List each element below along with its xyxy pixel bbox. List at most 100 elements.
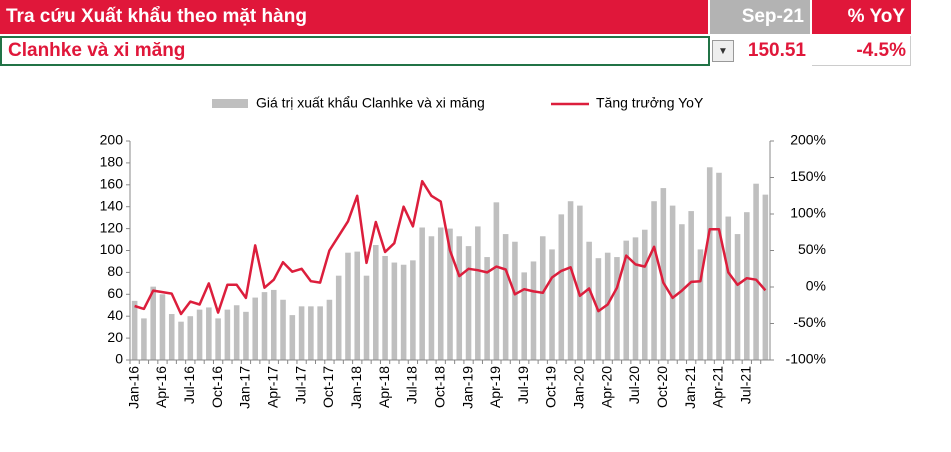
period: Sep-21 bbox=[710, 0, 810, 34]
bar bbox=[539, 236, 546, 360]
x-tick-label: Oct-18 bbox=[431, 366, 447, 408]
bar bbox=[558, 214, 565, 360]
legend-label: Tăng trưởng YoY bbox=[596, 95, 704, 111]
y-tick-label: 120 bbox=[100, 219, 124, 235]
bar bbox=[716, 172, 722, 360]
y-tick-label: 20 bbox=[107, 329, 123, 345]
x-tick-label: Jul-18 bbox=[404, 366, 420, 404]
bar bbox=[697, 249, 704, 360]
bar bbox=[614, 257, 620, 360]
bar bbox=[512, 241, 518, 360]
y-tick-label: 200 bbox=[100, 132, 124, 148]
x-tick-label: Apr-17 bbox=[264, 366, 280, 408]
x-tick-label: Oct-17 bbox=[320, 366, 336, 408]
bar bbox=[660, 188, 667, 360]
bar bbox=[150, 286, 156, 360]
bar bbox=[131, 300, 138, 360]
bar bbox=[280, 299, 286, 360]
bar bbox=[530, 261, 537, 360]
item-select[interactable]: Clanhke và xi măng bbox=[0, 36, 710, 66]
bar bbox=[141, 318, 147, 360]
y-tick-label: 40 bbox=[107, 307, 123, 323]
y2-tick-label: 100% bbox=[790, 205, 826, 221]
x-tick-label: Apr-16 bbox=[153, 366, 169, 408]
bar bbox=[187, 316, 194, 360]
bar bbox=[447, 228, 453, 360]
bar bbox=[289, 315, 296, 360]
bar bbox=[168, 314, 175, 360]
bar bbox=[734, 234, 741, 360]
y-tick-label: 0 bbox=[115, 351, 123, 367]
y-tick-label: 140 bbox=[100, 197, 124, 213]
y2-tick-label: 150% bbox=[790, 168, 826, 184]
bar bbox=[159, 294, 166, 360]
y2-tick-label: 50% bbox=[798, 241, 826, 257]
bar bbox=[382, 255, 388, 360]
x-tick-label: Jan-21 bbox=[682, 366, 698, 409]
bar bbox=[354, 251, 361, 360]
bar bbox=[586, 241, 592, 360]
bar bbox=[577, 205, 583, 360]
x-tick-label: Apr-20 bbox=[598, 366, 614, 408]
bar bbox=[465, 246, 472, 360]
x-tick-label: Jul-16 bbox=[181, 366, 197, 404]
yoy-header: % YoY bbox=[812, 0, 911, 34]
x-tick-label: Jan-18 bbox=[348, 366, 364, 409]
bar bbox=[669, 205, 676, 360]
bar bbox=[308, 306, 314, 360]
x-tick-label: Jan-17 bbox=[237, 366, 253, 409]
bar bbox=[437, 227, 444, 360]
bar bbox=[400, 264, 407, 360]
bar bbox=[326, 299, 333, 360]
bar bbox=[428, 236, 435, 360]
bar bbox=[502, 234, 509, 360]
x-tick-label: Jul-19 bbox=[515, 366, 531, 404]
bar bbox=[298, 306, 305, 360]
y2-tick-label: -100% bbox=[786, 351, 826, 367]
bar bbox=[706, 167, 713, 360]
x-tick-label: Jan-20 bbox=[571, 366, 587, 409]
bar bbox=[762, 194, 769, 360]
y2-tick-label: 0% bbox=[806, 278, 826, 294]
bar bbox=[335, 275, 342, 360]
x-tick-label: Jul-17 bbox=[292, 366, 308, 404]
x-tick-label: Jan-16 bbox=[125, 366, 141, 409]
bar bbox=[215, 318, 221, 360]
dropdown-button[interactable]: ▼ bbox=[712, 40, 734, 62]
bar bbox=[475, 226, 481, 360]
bar bbox=[261, 292, 268, 360]
bar bbox=[317, 306, 323, 360]
bar bbox=[224, 309, 231, 360]
x-tick-label: Oct-16 bbox=[209, 366, 225, 408]
x-tick-label: Jul-20 bbox=[626, 366, 642, 404]
bar bbox=[549, 249, 555, 360]
y-tick-label: 160 bbox=[100, 176, 124, 192]
bar bbox=[410, 260, 416, 360]
bar bbox=[623, 240, 630, 360]
legend-label: Giá trị xuất khẩu Clanhke và xi măng bbox=[256, 95, 485, 111]
x-tick-label: Apr-19 bbox=[487, 366, 503, 408]
y-tick-label: 180 bbox=[100, 154, 124, 170]
x-tick-label: Jan-19 bbox=[459, 366, 475, 409]
y-tick-label: 100 bbox=[100, 241, 124, 257]
bar bbox=[373, 245, 379, 360]
y-tick-label: 80 bbox=[107, 263, 123, 279]
bar bbox=[493, 202, 500, 360]
bar bbox=[753, 183, 759, 360]
bar bbox=[178, 321, 184, 360]
bar bbox=[391, 262, 398, 360]
bar bbox=[651, 201, 657, 360]
y2-tick-label: -50% bbox=[793, 314, 826, 330]
bar bbox=[206, 307, 212, 360]
bar bbox=[252, 297, 258, 360]
x-tick-label: Apr-21 bbox=[710, 366, 726, 408]
y2-tick-label: 200% bbox=[790, 132, 826, 148]
bar bbox=[243, 311, 249, 360]
bar bbox=[363, 275, 370, 360]
bar bbox=[521, 272, 527, 360]
bar bbox=[270, 289, 277, 360]
yoy-line bbox=[134, 179, 767, 316]
bar bbox=[196, 309, 203, 360]
